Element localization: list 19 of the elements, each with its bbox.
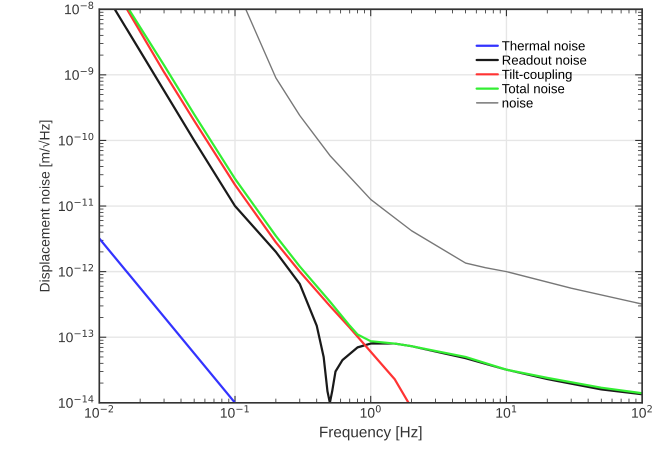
y-tick-label: 10$^{−8}$ bbox=[65, 2, 94, 14]
y-tick-label: 10$^{−13}$ bbox=[58, 330, 94, 342]
y-tick-label: 10$^{−11}$ bbox=[58, 198, 94, 212]
x-tick-label: 10$^{−1}$ bbox=[220, 405, 249, 418]
x-tick-label: 10$^{0}$ bbox=[360, 405, 381, 418]
legend-label: Thermal noise bbox=[502, 40, 585, 51]
legend-label: noise bbox=[502, 98, 533, 108]
legend-label: Total noise bbox=[502, 84, 564, 94]
x-tick-label: 10$^{1}$ bbox=[496, 405, 516, 418]
y-tick-label: 10$^{−9}$ bbox=[65, 67, 94, 80]
x-tick-label: 10$^{2}$ bbox=[632, 405, 652, 418]
legend-label: Tilt-coupling bbox=[502, 69, 572, 82]
y-axis-title: Displacement noise [m/√Hz] bbox=[38, 120, 52, 292]
x-tick-label: 10$^{−2}$ bbox=[85, 405, 114, 418]
y-tick-label: 10$^{−14}$ bbox=[58, 395, 94, 408]
y-tick-label: 10$^{−10}$ bbox=[58, 132, 94, 146]
legend-label: Readout noise bbox=[502, 55, 586, 65]
x-axis-title: Frequency [Hz] bbox=[320, 426, 422, 440]
y-tick-label: 10$^{−12}$ bbox=[58, 264, 94, 277]
